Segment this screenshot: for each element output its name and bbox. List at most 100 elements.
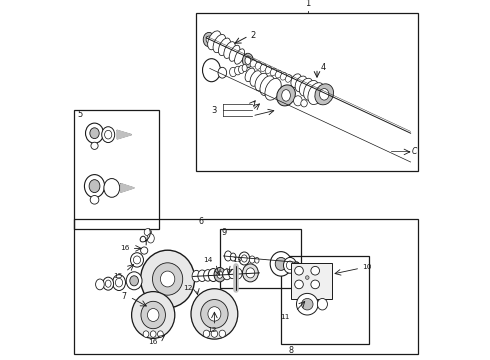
Ellipse shape — [141, 247, 148, 254]
Ellipse shape — [224, 251, 232, 261]
Ellipse shape — [260, 64, 267, 72]
Ellipse shape — [286, 261, 294, 270]
Text: 2: 2 — [250, 31, 256, 40]
Ellipse shape — [242, 64, 247, 72]
Ellipse shape — [230, 253, 236, 261]
Ellipse shape — [218, 67, 227, 78]
Ellipse shape — [217, 271, 222, 278]
Ellipse shape — [198, 270, 206, 282]
Ellipse shape — [208, 307, 221, 321]
Ellipse shape — [239, 66, 245, 73]
Text: 4: 4 — [320, 63, 326, 72]
Ellipse shape — [116, 278, 122, 287]
Polygon shape — [117, 130, 132, 139]
Ellipse shape — [255, 62, 262, 69]
Ellipse shape — [89, 180, 100, 193]
Text: 10: 10 — [362, 265, 371, 270]
Ellipse shape — [86, 123, 103, 143]
Ellipse shape — [208, 31, 221, 50]
Ellipse shape — [144, 229, 151, 236]
Text: C: C — [412, 148, 417, 156]
Ellipse shape — [203, 32, 215, 47]
Ellipse shape — [275, 70, 282, 78]
Text: 1: 1 — [305, 0, 311, 8]
Ellipse shape — [201, 300, 228, 328]
Ellipse shape — [113, 275, 125, 291]
Ellipse shape — [311, 280, 319, 289]
Ellipse shape — [126, 272, 142, 290]
Ellipse shape — [143, 331, 149, 337]
Ellipse shape — [104, 130, 112, 139]
Text: 12: 12 — [183, 285, 193, 291]
Ellipse shape — [219, 38, 230, 55]
Ellipse shape — [304, 81, 319, 100]
Ellipse shape — [250, 71, 262, 86]
Ellipse shape — [249, 256, 255, 263]
Ellipse shape — [301, 100, 307, 107]
Ellipse shape — [150, 331, 156, 337]
Ellipse shape — [265, 66, 271, 74]
Ellipse shape — [294, 96, 302, 106]
Ellipse shape — [229, 67, 237, 77]
Ellipse shape — [213, 35, 226, 53]
Ellipse shape — [284, 257, 296, 273]
Ellipse shape — [191, 289, 238, 339]
Bar — [74, 219, 418, 354]
Ellipse shape — [147, 309, 159, 321]
Ellipse shape — [133, 256, 141, 264]
Text: 13: 13 — [232, 257, 242, 263]
Ellipse shape — [294, 280, 303, 289]
Bar — [281, 256, 369, 344]
Ellipse shape — [243, 264, 258, 282]
Ellipse shape — [130, 276, 139, 286]
Ellipse shape — [105, 280, 111, 287]
Ellipse shape — [235, 49, 245, 64]
Ellipse shape — [192, 270, 201, 282]
Ellipse shape — [311, 266, 319, 275]
Ellipse shape — [130, 253, 144, 267]
Ellipse shape — [104, 179, 120, 197]
Text: 12: 12 — [207, 327, 217, 333]
Text: 5: 5 — [77, 110, 82, 119]
Ellipse shape — [291, 74, 301, 87]
Ellipse shape — [102, 127, 115, 143]
Bar — [220, 229, 301, 288]
Ellipse shape — [233, 268, 242, 279]
Ellipse shape — [96, 279, 104, 290]
Ellipse shape — [219, 330, 225, 337]
Ellipse shape — [250, 59, 256, 67]
Ellipse shape — [318, 298, 327, 310]
Ellipse shape — [141, 301, 166, 329]
Text: 3: 3 — [212, 106, 217, 114]
Text: 8: 8 — [288, 346, 293, 355]
Ellipse shape — [202, 59, 220, 82]
Text: 16: 16 — [120, 246, 129, 251]
Ellipse shape — [305, 276, 309, 279]
Ellipse shape — [211, 330, 218, 337]
Ellipse shape — [229, 45, 240, 61]
Ellipse shape — [222, 269, 231, 280]
Ellipse shape — [245, 68, 255, 82]
Ellipse shape — [295, 76, 307, 92]
Ellipse shape — [84, 175, 104, 198]
Ellipse shape — [239, 252, 250, 265]
Ellipse shape — [203, 330, 210, 337]
Ellipse shape — [245, 57, 251, 64]
Ellipse shape — [280, 72, 287, 80]
Ellipse shape — [242, 255, 247, 262]
Ellipse shape — [103, 277, 114, 290]
Text: 7: 7 — [122, 292, 127, 301]
Bar — [291, 263, 333, 299]
Ellipse shape — [243, 53, 253, 68]
Ellipse shape — [265, 78, 281, 100]
Ellipse shape — [293, 262, 300, 270]
Ellipse shape — [208, 269, 219, 282]
Ellipse shape — [246, 268, 255, 278]
Ellipse shape — [160, 271, 175, 287]
Ellipse shape — [91, 142, 98, 149]
Ellipse shape — [319, 89, 329, 100]
Ellipse shape — [315, 84, 334, 105]
Ellipse shape — [90, 128, 99, 139]
Ellipse shape — [296, 293, 318, 315]
Ellipse shape — [229, 269, 236, 279]
